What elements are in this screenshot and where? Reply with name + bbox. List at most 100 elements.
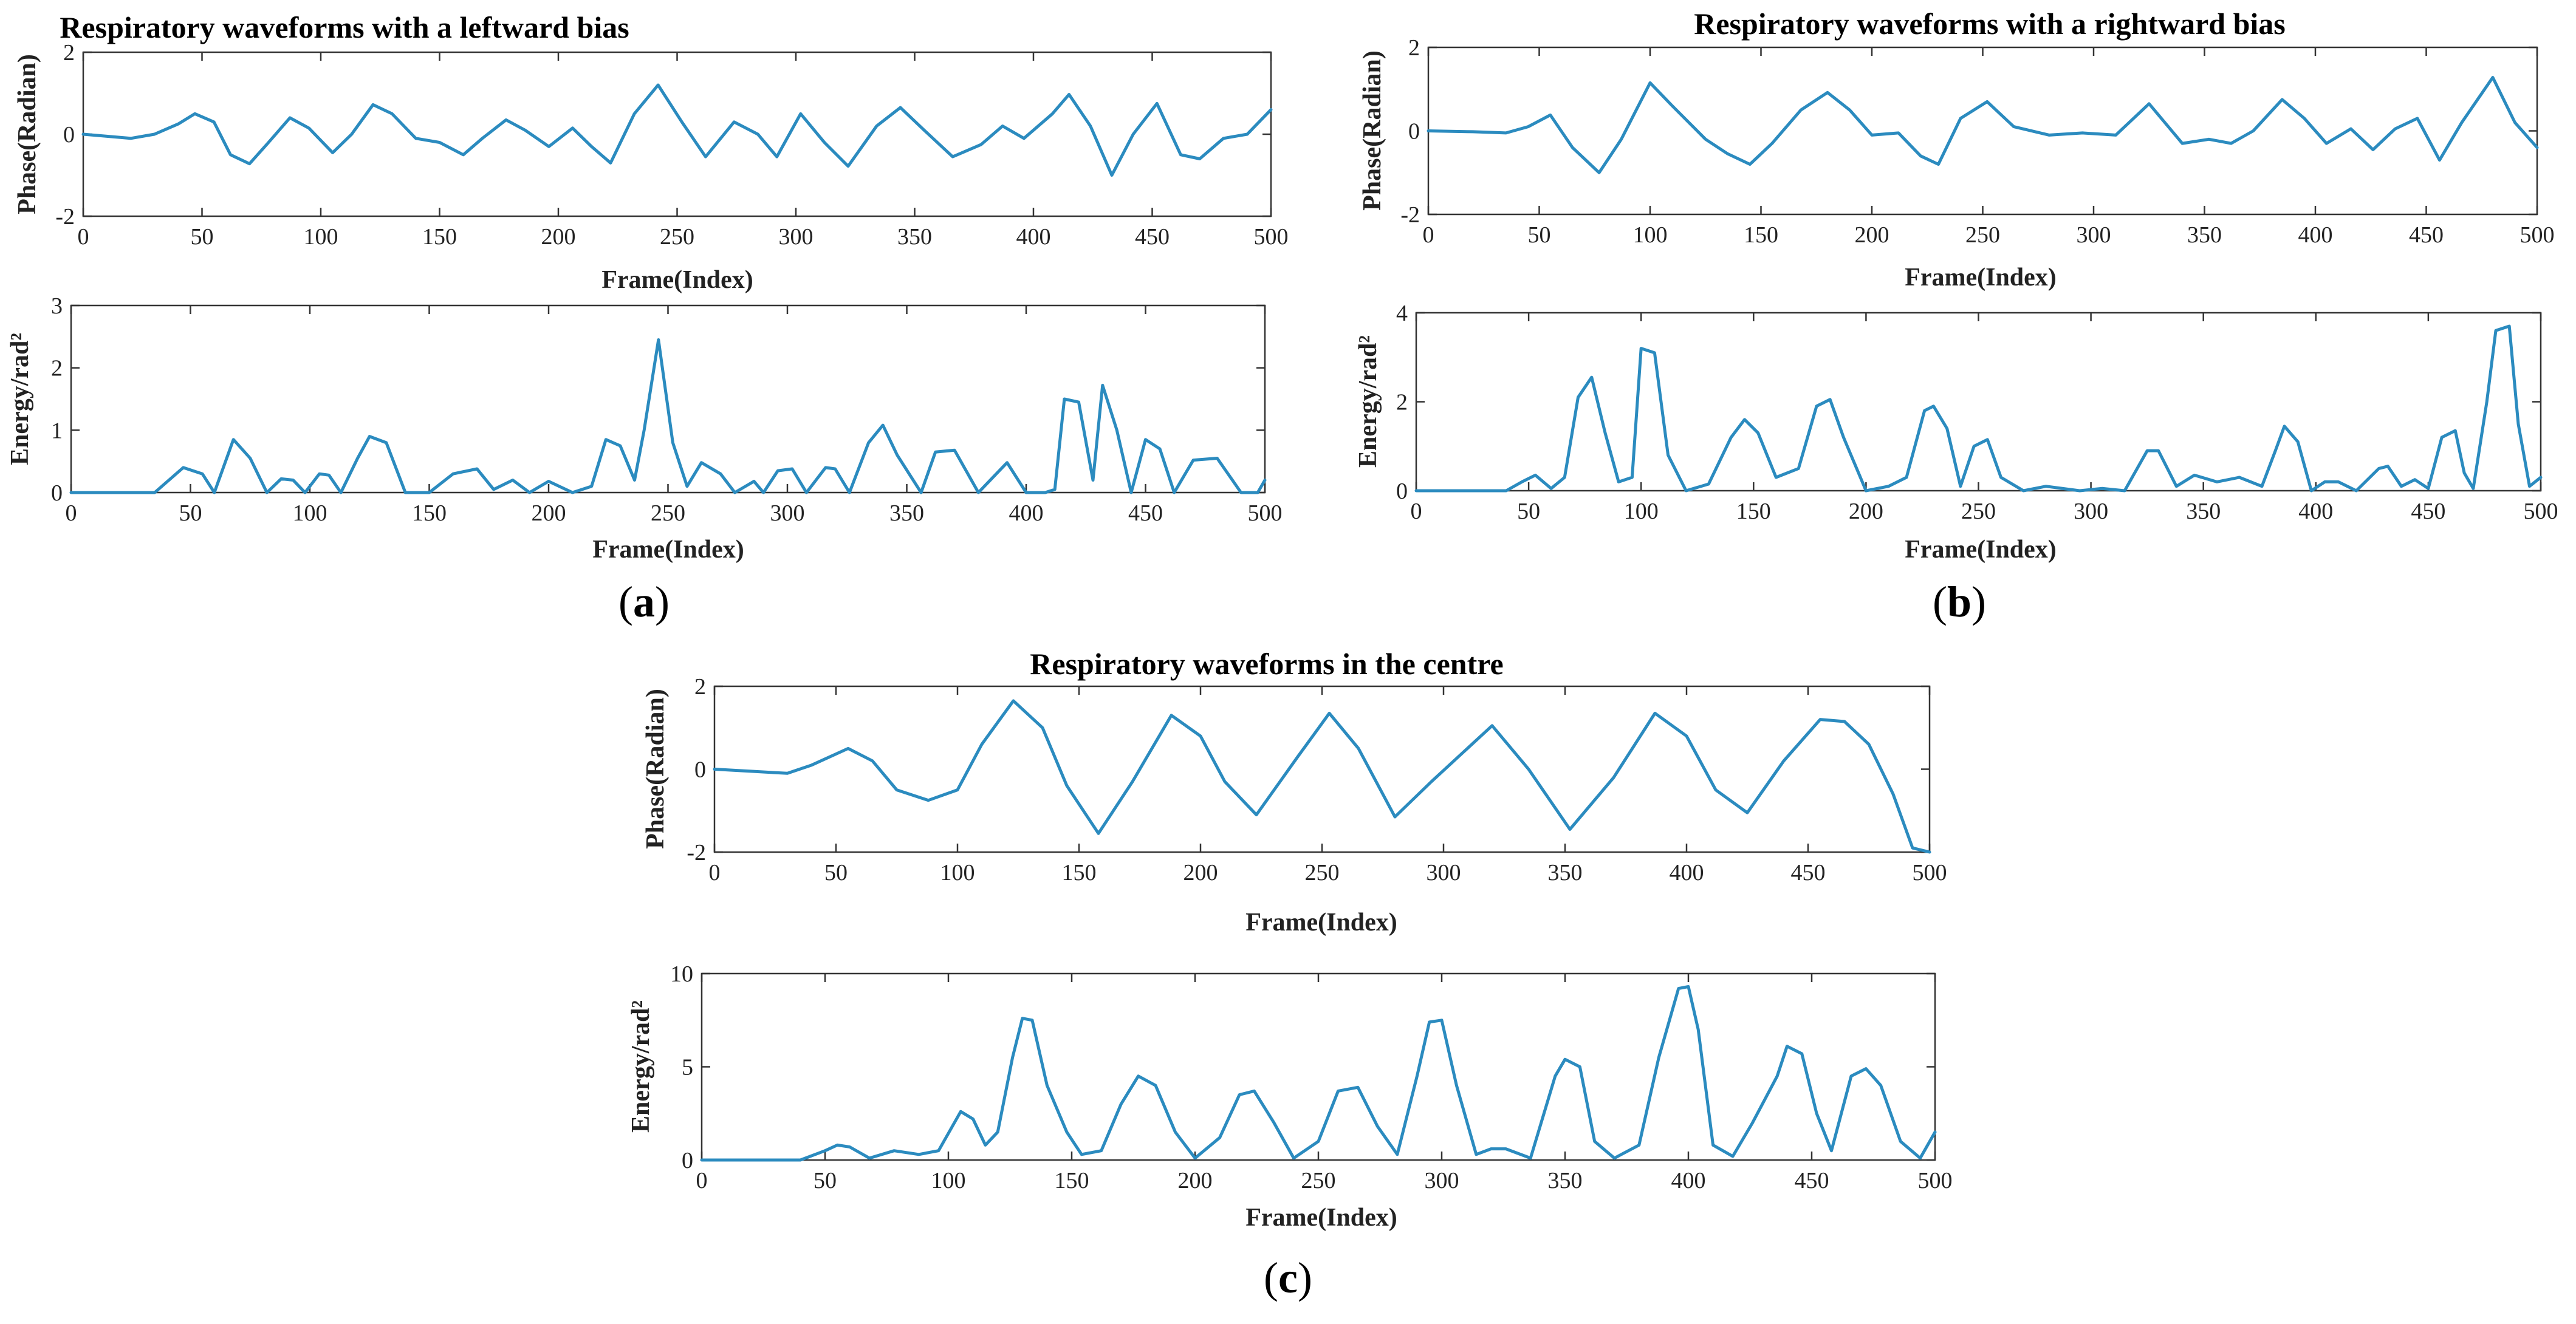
x-tick-label: 50	[191, 224, 214, 250]
x-tick-label: 200	[532, 500, 566, 526]
x-tick-label: 400	[1671, 1168, 1706, 1193]
series-line	[69, 338, 1267, 494]
y-tick-label: 2	[51, 356, 63, 381]
x-tick-label: 150	[1744, 222, 1778, 248]
panel-a-phase-plot: Respiratory waveforms with a leftward bi…	[13, 10, 1289, 294]
y-tick-label: 1	[51, 418, 63, 443]
x-tick-label: 100	[1633, 222, 1668, 248]
panel-b-energy-plot: Energy/rad² Frame(Index) 0 50 100 150 200 250…	[1354, 301, 2558, 564]
y-tick-label: 2	[63, 40, 75, 66]
series-line	[1414, 324, 2543, 493]
x-tick-label: 500	[2520, 222, 2555, 248]
x-tick-label: 150	[1055, 1168, 1089, 1193]
y-tick-label: 10	[670, 961, 693, 987]
x-tick-label: 250	[1301, 1168, 1336, 1193]
x-tick-label: 350	[897, 224, 932, 250]
x-axis-label: Frame(Index)	[1905, 264, 2057, 292]
x-tick-label: 50	[1528, 222, 1551, 248]
x-tick-label: 300	[779, 224, 814, 250]
x-tick-label: 400	[1009, 500, 1044, 526]
series-line	[713, 699, 1931, 854]
x-tick-label: 200	[1855, 222, 1889, 248]
panel-c-phase-plot: Respiratory waveforms in the centre Phas…	[642, 647, 1947, 937]
x-tick-label: 50	[1517, 499, 1540, 524]
x-tick-label: 300	[1425, 1168, 1459, 1193]
y-tick-label: 0	[682, 1148, 693, 1173]
plot-frame	[1415, 312, 2542, 492]
y-tick-label: 0	[694, 757, 706, 783]
x-tick-label: 250	[1965, 222, 2000, 248]
x-tick-label: 500	[1913, 860, 1947, 886]
x-tick-label: 450	[1795, 1168, 1829, 1193]
x-tick-label: 250	[1961, 499, 1996, 524]
x-tick-label: 450	[1135, 224, 1170, 250]
x-tick-label: 150	[422, 224, 457, 250]
y-tick-label: 0	[63, 122, 75, 148]
x-tick-label: 500	[2524, 499, 2558, 524]
x-tick-label: 250	[660, 224, 694, 250]
y-tick-label: 0	[1408, 119, 1420, 145]
x-tick-label: 250	[651, 500, 685, 526]
y-tick-label: -2	[1400, 202, 1420, 228]
x-tick-label: 500	[1918, 1168, 1953, 1193]
panel-a-energy-plot: Energy/rad² Frame(Index) 0 50 100 150 200 250…	[6, 293, 1283, 564]
x-tick-label: 400	[2298, 499, 2333, 524]
x-tick-label: 300	[2077, 222, 2111, 248]
series-line	[81, 83, 1273, 177]
x-tick-label: 100	[931, 1168, 966, 1193]
y-tick-label: -2	[687, 840, 706, 865]
x-tick-label: 450	[2411, 499, 2445, 524]
x-axis-label: Frame(Index)	[1905, 536, 2057, 564]
y-tick-label: -2	[55, 204, 75, 230]
x-axis-label: Frame(Index)	[1245, 909, 1397, 937]
x-tick-label: 350	[1548, 1168, 1583, 1193]
x-axis-label: Frame(Index)	[1245, 1204, 1397, 1232]
panel-c-caption: (c)	[1264, 1254, 1312, 1302]
x-tick-label: 50	[814, 1168, 837, 1193]
caption-letter: c	[1278, 1254, 1298, 1302]
x-tick-label: 350	[2187, 222, 2222, 248]
x-tick-label: 350	[889, 500, 924, 526]
x-tick-label: 100	[940, 860, 975, 886]
x-tick-label: 0	[78, 224, 89, 250]
y-axis-label: Energy/rad²	[6, 333, 34, 465]
x-tick-label: 500	[1254, 224, 1289, 250]
y-tick-label: 0	[51, 480, 63, 506]
y-tick-label: 3	[51, 293, 63, 319]
x-tick-label: 50	[179, 500, 202, 526]
y-tick-label: 5	[682, 1055, 693, 1080]
x-tick-label: 250	[1305, 860, 1340, 886]
y-tick-label: 2	[694, 674, 706, 700]
x-tick-label: 300	[770, 500, 805, 526]
chart-title: Respiratory waveforms in the centre	[1030, 647, 1503, 681]
plot-frame	[701, 972, 1936, 1161]
x-tick-label: 400	[1016, 224, 1051, 250]
x-tick-label: 400	[1670, 860, 1704, 886]
x-tick-label: 0	[66, 500, 77, 526]
x-tick-label: 0	[1411, 499, 1422, 524]
chart-title: Respiratory waveforms with a leftward bi…	[60, 10, 629, 44]
y-axis-label: Phase(Radian)	[13, 54, 41, 214]
x-tick-label: 200	[1184, 860, 1218, 886]
x-tick-label: 0	[709, 860, 721, 886]
x-tick-label: 400	[2298, 222, 2333, 248]
x-tick-label: 350	[2186, 499, 2221, 524]
y-axis-label: Phase(Radian)	[642, 689, 670, 849]
x-tick-label: 0	[696, 1168, 708, 1193]
x-tick-label: 0	[1423, 222, 1434, 248]
x-tick-label: 150	[1736, 499, 1771, 524]
y-axis-label: Energy/rad²	[627, 1000, 655, 1133]
y-tick-label: 0	[1396, 479, 1408, 504]
x-tick-label: 200	[541, 224, 576, 250]
caption-letter: b	[1947, 578, 1971, 626]
x-axis-label: Frame(Index)	[601, 266, 753, 294]
y-tick-label: 2	[1396, 390, 1408, 415]
panel-b-phase-plot: Respiratory waveforms with a rightward b…	[1358, 7, 2555, 292]
y-axis-label: Phase(Radian)	[1358, 50, 1386, 211]
y-tick-label: 4	[1396, 301, 1408, 326]
x-tick-label: 300	[2074, 499, 2108, 524]
chart-title: Respiratory waveforms with a rightward b…	[1694, 7, 2286, 41]
y-axis-label: Energy/rad²	[1354, 335, 1382, 468]
plot-frame	[1427, 46, 2538, 216]
